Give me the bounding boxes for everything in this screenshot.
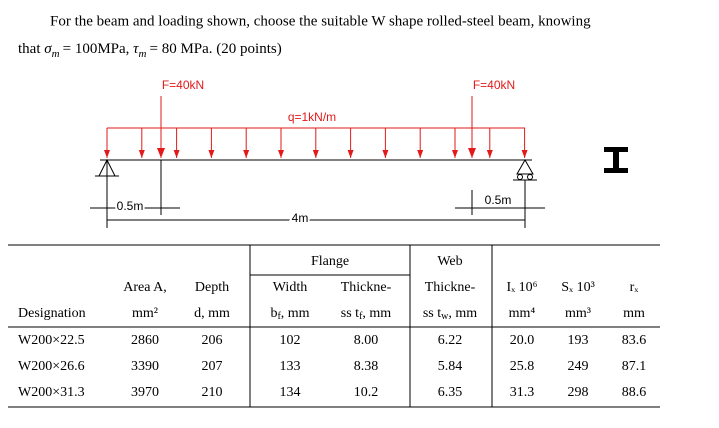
text: b xyxy=(270,306,277,321)
table-cell: 88.6 xyxy=(622,385,647,400)
table-cell: 8.38 xyxy=(354,359,379,374)
table-cell: Thickne- xyxy=(425,280,476,295)
arrow-head xyxy=(347,150,354,158)
table-cell: W200×26.6 xyxy=(18,359,85,374)
group-header: Flange xyxy=(311,254,349,269)
table-cell: 102 xyxy=(280,333,301,348)
table-cell: ss tf, mm xyxy=(341,306,392,322)
arrow-head xyxy=(452,150,458,158)
table-cell: 6.35 xyxy=(438,385,463,400)
table-cell: 193 xyxy=(568,333,589,348)
table-cell: 3390 xyxy=(131,359,159,374)
problem-line: that σm = 100MPa, τm = 80 MPa. (20 points) xyxy=(18,41,282,59)
table-rules xyxy=(8,244,660,408)
text: , mm xyxy=(448,306,477,321)
beam-diagram: F=40kN F=40kN q=1kN/m 0.5m 4m 0.5m xyxy=(90,78,628,228)
text: , mm xyxy=(281,306,310,321)
table-cell: 8.00 xyxy=(354,333,379,348)
arrow-head xyxy=(382,150,389,158)
table-cell: Sₓ 10³ xyxy=(561,280,595,295)
arrow-head xyxy=(104,150,110,158)
load-label: q=1kN/m xyxy=(288,110,336,124)
table-cell: 6.22 xyxy=(438,333,463,348)
arrow-head xyxy=(468,148,476,158)
subscript: f xyxy=(277,311,281,322)
symbol: σ xyxy=(44,41,52,57)
arrow-head xyxy=(521,150,528,158)
table-cell: d, mm xyxy=(194,306,230,321)
problem-line: For the beam and loading shown, choose t… xyxy=(50,13,591,29)
table-cell: Iₓ 10⁶ xyxy=(506,280,537,295)
table-cell: 10.2 xyxy=(354,385,379,400)
roller xyxy=(517,174,523,180)
force-label: F=40kN xyxy=(162,78,204,92)
dimension-label: 4m xyxy=(292,211,309,225)
table-cell: mm xyxy=(623,306,645,321)
table-cell: Width xyxy=(273,280,307,295)
subscript: w xyxy=(441,311,449,322)
table-cell: 25.8 xyxy=(510,359,535,374)
table-cell: Designation xyxy=(18,306,86,321)
arrow-head xyxy=(138,150,145,158)
table-cell: 206 xyxy=(202,333,223,348)
table-cell: 5.84 xyxy=(438,359,463,374)
text: (20 points) xyxy=(216,41,281,57)
arrow-head xyxy=(243,150,250,158)
symbol: τ xyxy=(133,41,139,57)
arrow-head xyxy=(208,150,215,158)
dimension-lines xyxy=(90,207,545,221)
arrow-head xyxy=(278,150,284,158)
dimension-label: 0.5m xyxy=(485,193,512,207)
group-header: Web xyxy=(437,254,462,269)
table: Flange Web Area A, Depth Width Thickne- Thickn… xyxy=(8,244,660,408)
table-cell: 3970 xyxy=(131,385,159,400)
subscript: m xyxy=(139,48,147,60)
table-cell: 134 xyxy=(280,385,301,400)
table-cell: mm⁴ xyxy=(509,306,536,321)
table-cell: 31.3 xyxy=(510,385,535,400)
table-cell: 2860 xyxy=(131,333,159,348)
table-cell: mm² xyxy=(132,306,158,321)
text: ss t xyxy=(423,306,441,321)
table-cell: Area A, xyxy=(123,280,167,295)
value: = 80 MPa. xyxy=(149,41,212,57)
roller-support xyxy=(513,158,537,181)
table-cell: 249 xyxy=(568,359,589,374)
load-arrows xyxy=(104,128,528,158)
dimension-label: 0.5m xyxy=(117,199,144,213)
text: ss t xyxy=(341,306,359,321)
arrow-head xyxy=(173,150,180,158)
arrow-head xyxy=(157,148,165,158)
table-cell: rₓ xyxy=(630,280,640,295)
table-cell: 87.1 xyxy=(622,359,647,374)
table-cell: 133 xyxy=(280,359,301,374)
i-beam-icon xyxy=(604,147,628,173)
table-cell: 20.0 xyxy=(510,333,535,348)
table-cell: mm³ xyxy=(565,306,591,321)
arrow-head xyxy=(417,150,424,158)
roller xyxy=(527,174,533,180)
text: that xyxy=(18,41,41,57)
table-cell: bf, mm xyxy=(270,306,309,322)
table-cell: W200×31.3 xyxy=(18,385,85,400)
subscript: m xyxy=(52,48,60,60)
arrow-head xyxy=(486,150,493,158)
table-cell: 210 xyxy=(202,385,223,400)
table-cell: 83.6 xyxy=(622,333,647,348)
subscript: f xyxy=(359,311,363,322)
table-cell: ss tw, mm xyxy=(423,306,477,322)
table-cell: Depth xyxy=(195,280,229,295)
table-cell: W200×22.5 xyxy=(18,333,85,348)
arrow-head xyxy=(312,150,319,158)
value: = 100MPa, xyxy=(63,41,130,57)
extension-lines xyxy=(106,160,526,228)
table-cell: 207 xyxy=(202,359,223,374)
table-cell: 298 xyxy=(568,385,589,400)
table-cell: Thickne- xyxy=(341,280,392,295)
text: , mm xyxy=(362,306,391,321)
force-label: F=40kN xyxy=(473,78,515,92)
